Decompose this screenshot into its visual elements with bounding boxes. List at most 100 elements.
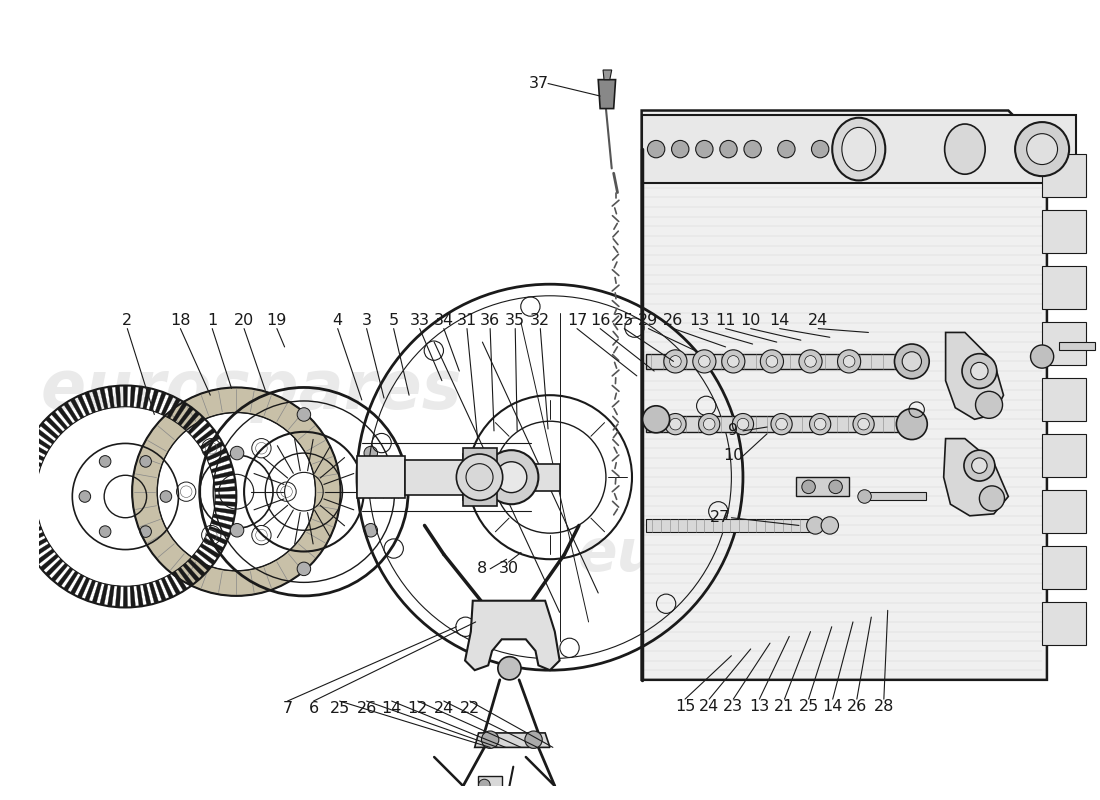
Polygon shape [213, 478, 235, 486]
Polygon shape [211, 463, 232, 473]
Text: 26: 26 [356, 702, 377, 716]
Text: 27: 27 [710, 510, 730, 526]
Circle shape [733, 414, 754, 434]
Polygon shape [148, 390, 158, 411]
Polygon shape [167, 574, 180, 595]
Text: 6: 6 [308, 702, 319, 716]
Text: 3: 3 [362, 314, 372, 328]
Polygon shape [19, 520, 40, 530]
Circle shape [1015, 122, 1069, 176]
Polygon shape [77, 394, 90, 416]
Polygon shape [100, 388, 108, 409]
Text: 34: 34 [433, 314, 454, 328]
Text: 2: 2 [122, 314, 132, 328]
Polygon shape [1042, 546, 1086, 589]
Text: 14: 14 [382, 702, 402, 716]
Polygon shape [77, 578, 90, 598]
Text: 11: 11 [715, 314, 736, 328]
Ellipse shape [945, 124, 986, 174]
Polygon shape [178, 406, 194, 426]
Polygon shape [92, 390, 102, 411]
Polygon shape [19, 463, 40, 473]
Polygon shape [213, 507, 235, 514]
Polygon shape [200, 434, 220, 450]
Circle shape [971, 458, 987, 474]
Text: 1: 1 [207, 314, 218, 328]
Polygon shape [108, 386, 114, 408]
Polygon shape [136, 585, 143, 606]
Polygon shape [64, 402, 78, 422]
Polygon shape [178, 567, 194, 586]
Circle shape [140, 526, 152, 538]
Text: 15: 15 [675, 699, 695, 714]
Circle shape [970, 362, 988, 380]
Polygon shape [1042, 602, 1086, 645]
Polygon shape [475, 733, 550, 747]
Circle shape [776, 418, 788, 430]
Polygon shape [130, 586, 135, 607]
Text: 20: 20 [234, 314, 254, 328]
Circle shape [695, 141, 713, 158]
Polygon shape [15, 478, 36, 486]
Polygon shape [465, 601, 560, 670]
Polygon shape [155, 392, 166, 413]
Polygon shape [641, 110, 1047, 680]
Text: 14: 14 [769, 314, 790, 328]
Circle shape [1026, 134, 1057, 165]
Polygon shape [15, 507, 36, 514]
Circle shape [698, 414, 719, 434]
Polygon shape [196, 549, 216, 565]
Polygon shape [92, 582, 102, 603]
Circle shape [364, 523, 377, 537]
Polygon shape [192, 554, 211, 570]
Circle shape [828, 480, 843, 494]
Polygon shape [40, 422, 58, 439]
Circle shape [230, 523, 244, 537]
Polygon shape [183, 563, 200, 582]
Text: 16: 16 [590, 314, 610, 328]
Polygon shape [207, 532, 228, 545]
Text: 24: 24 [433, 702, 454, 716]
Polygon shape [64, 571, 78, 591]
Circle shape [812, 141, 828, 158]
Circle shape [297, 562, 310, 576]
Circle shape [737, 418, 749, 430]
Polygon shape [100, 584, 108, 606]
Polygon shape [641, 115, 1076, 183]
Polygon shape [14, 486, 36, 492]
Text: 26: 26 [847, 699, 867, 714]
Polygon shape [1042, 434, 1086, 477]
Polygon shape [148, 582, 158, 603]
Circle shape [744, 141, 761, 158]
Circle shape [837, 350, 860, 373]
Polygon shape [70, 398, 84, 418]
Text: 13: 13 [690, 314, 710, 328]
Text: 4: 4 [332, 314, 343, 328]
Polygon shape [463, 454, 512, 500]
Circle shape [672, 141, 689, 158]
Circle shape [648, 141, 664, 158]
Text: eurospares: eurospares [578, 526, 947, 583]
Circle shape [962, 354, 997, 389]
Text: 37: 37 [528, 76, 549, 91]
Polygon shape [116, 386, 121, 407]
Circle shape [722, 350, 745, 373]
Polygon shape [161, 578, 174, 598]
Polygon shape [603, 70, 612, 80]
Polygon shape [1042, 322, 1086, 366]
Polygon shape [1059, 342, 1096, 350]
Circle shape [858, 490, 871, 503]
Polygon shape [108, 585, 114, 606]
Circle shape [766, 356, 778, 367]
Circle shape [482, 731, 498, 748]
Polygon shape [200, 543, 220, 558]
Polygon shape [796, 477, 849, 497]
Polygon shape [211, 520, 232, 530]
Circle shape [297, 408, 310, 422]
Circle shape [703, 418, 715, 430]
Text: 7: 7 [283, 702, 293, 716]
Polygon shape [45, 558, 63, 577]
Circle shape [810, 414, 830, 434]
Polygon shape [51, 411, 68, 430]
Circle shape [364, 446, 377, 460]
